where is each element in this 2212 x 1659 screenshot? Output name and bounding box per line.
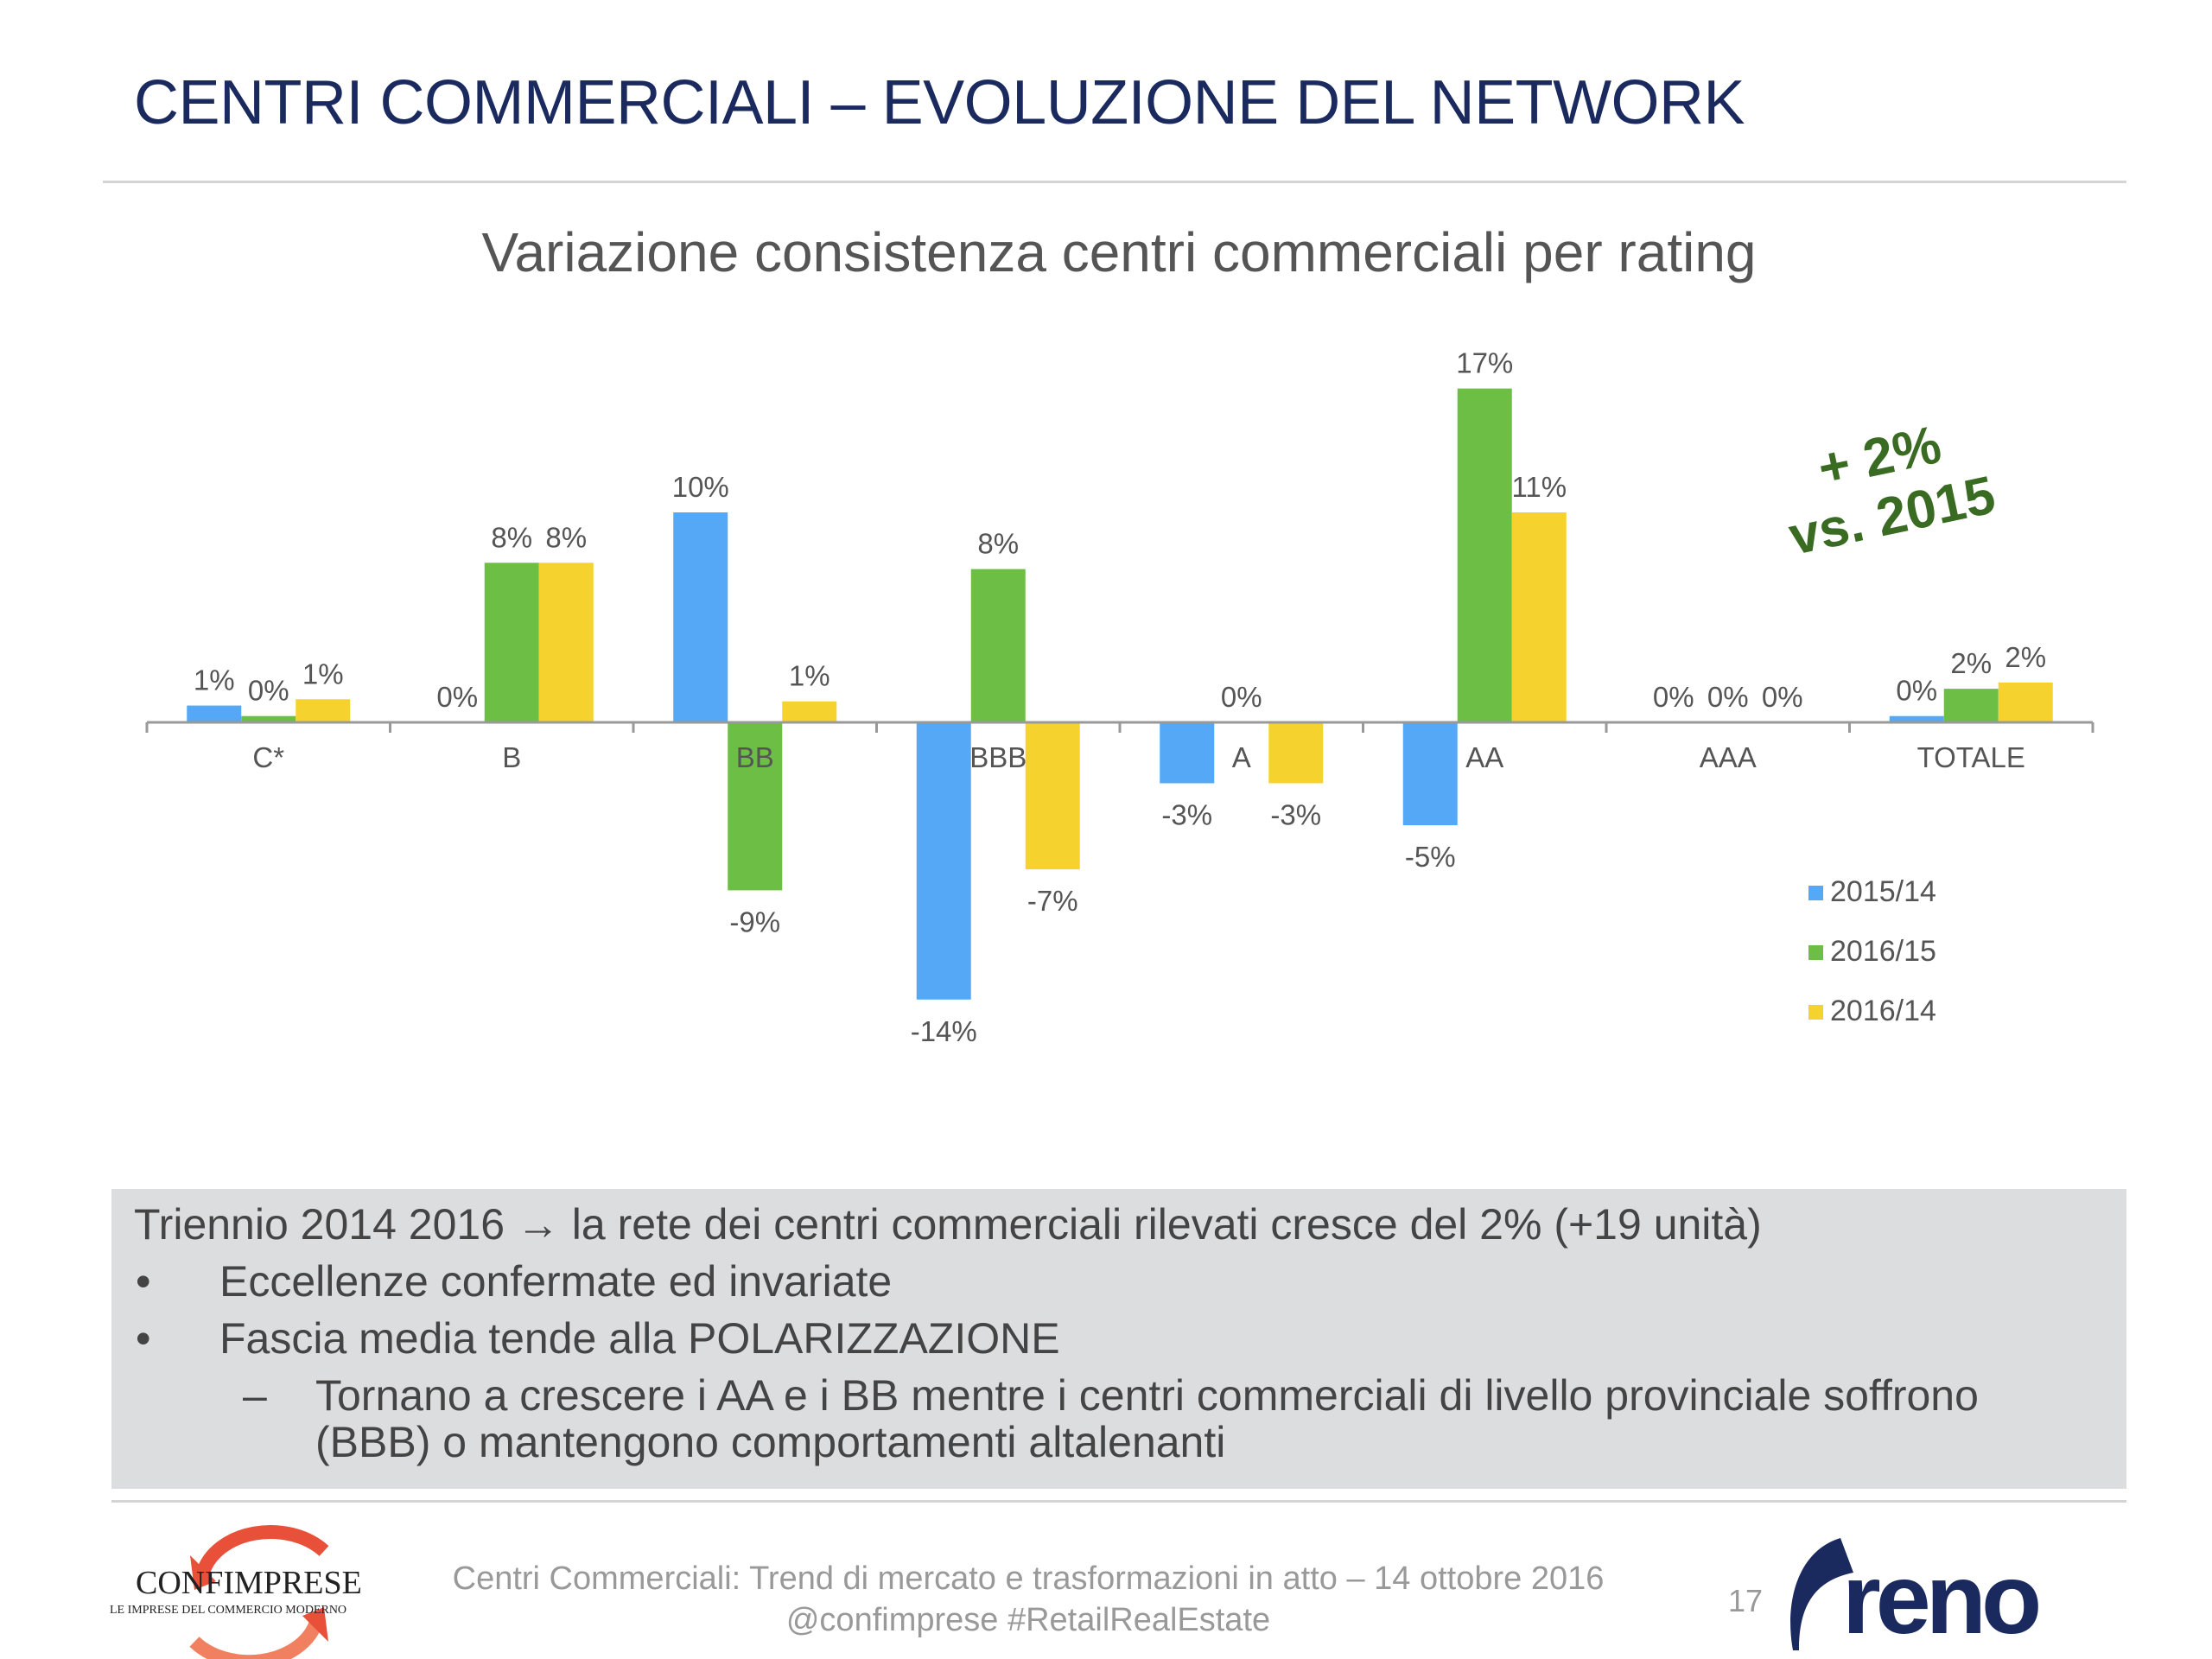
footer-hashtag: @confimprese #RetailRealEstate xyxy=(785,1602,1271,1638)
confimprese-logo: CONFIMPRESE LE IMPRESE DEL COMMERCIO MOD… xyxy=(108,1521,402,1659)
footer-divider xyxy=(111,1500,2126,1503)
data-label: 0% xyxy=(1762,681,1803,713)
data-label: 0% xyxy=(1653,681,1694,713)
data-label: 0% xyxy=(1707,681,1749,713)
confimprese-wordmark: CONFIMPRESE xyxy=(136,1565,362,1601)
data-label: 2% xyxy=(2005,641,2046,673)
data-label: 0% xyxy=(1221,681,1262,713)
bar-2016-14 xyxy=(1025,722,1080,870)
category-label: BB xyxy=(736,741,774,773)
title-divider xyxy=(103,181,2126,183)
page-number: 17 xyxy=(1728,1583,1764,1618)
bullet-icon: • xyxy=(136,1314,151,1363)
data-label: 2% xyxy=(1950,647,1992,679)
summary-lead: Triennio 2014 2016 → la rete dei centri … xyxy=(134,1200,1762,1249)
category-label: B xyxy=(502,741,521,773)
page-title: CENTRI COMMERCIALI – EVOLUZIONE DEL NETW… xyxy=(134,68,1745,137)
data-label: 1% xyxy=(789,660,830,692)
dash-icon: – xyxy=(243,1371,267,1420)
data-label: -3% xyxy=(1161,798,1212,830)
data-label: 0% xyxy=(248,675,289,707)
bar-2016-15 xyxy=(728,722,783,891)
category-label: AA xyxy=(1465,741,1503,773)
reno-logo: reno xyxy=(1780,1534,2126,1659)
data-label: 1% xyxy=(302,658,344,690)
confimprese-tagline: LE IMPRESE DEL COMMERCIO MODERNO xyxy=(110,1604,347,1617)
data-label: -7% xyxy=(1027,885,1078,917)
category-label: BBB xyxy=(969,741,1027,773)
data-label: 1% xyxy=(194,664,235,696)
bar-2016-14 xyxy=(296,699,351,722)
bar-2016-15 xyxy=(484,563,539,722)
sub-bullet-item: Tornano a crescere i AA e i BB mentre i … xyxy=(315,1371,1979,1420)
bar-2016-15 xyxy=(241,715,296,722)
data-label: 0% xyxy=(436,681,478,713)
bar-2016-15 xyxy=(1943,689,1999,722)
legend-swatch xyxy=(1808,886,1823,900)
category-label: C* xyxy=(252,741,284,773)
bar-2016-14 xyxy=(1511,512,1567,722)
category-label: TOTALE xyxy=(1917,741,2025,773)
data-label: 10% xyxy=(672,471,729,503)
data-label: -14% xyxy=(911,1015,977,1047)
data-label: -9% xyxy=(729,906,780,938)
bar-2015-14 xyxy=(1402,722,1458,826)
chart-title: Variazione consistenza centri commercial… xyxy=(481,221,1757,283)
sub-bullet-item: (BBB) o mantengono comportamenti altalen… xyxy=(315,1418,1226,1466)
data-label: -5% xyxy=(1405,841,1456,873)
legend-label: 2016/14 xyxy=(1830,995,1936,1027)
data-label: 8% xyxy=(491,521,532,553)
bar-2016-15 xyxy=(970,569,1026,722)
reno-wordmark: reno xyxy=(1842,1544,2042,1655)
category-label: A xyxy=(1232,741,1251,773)
bar-2016-14 xyxy=(1268,722,1324,784)
bar-2015-14 xyxy=(187,705,242,722)
bar-2016-14 xyxy=(538,563,594,722)
legend-label: 2016/15 xyxy=(1830,935,1936,968)
reno-swoosh-icon xyxy=(1790,1538,1853,1650)
bar-2015-14 xyxy=(1889,715,1944,722)
legend-swatch xyxy=(1808,945,1823,960)
bullet-item: Fascia media tende alla POLARIZZAZIONE xyxy=(219,1314,1060,1363)
legend-label: 2015/14 xyxy=(1830,875,1936,908)
category-label: AAA xyxy=(1700,741,1757,773)
data-label: 0% xyxy=(1896,675,1937,707)
data-label: 11% xyxy=(1511,471,1567,503)
legend-swatch xyxy=(1808,1005,1823,1020)
bullet-item: Eccellenze confermate ed invariate xyxy=(219,1257,893,1306)
bullet-icon: • xyxy=(136,1257,151,1306)
footer-text: Centri Commerciali: Trend di mercato e t… xyxy=(452,1560,1605,1597)
data-label: -3% xyxy=(1270,798,1321,830)
data-label: 17% xyxy=(1456,347,1513,379)
bar-2016-14 xyxy=(782,701,837,722)
summary-box: Triennio 2014 2016 → la rete dei centri … xyxy=(111,1189,2126,1489)
data-label: 8% xyxy=(545,521,587,553)
data-label: 8% xyxy=(977,528,1019,560)
bar-2015-14 xyxy=(1160,722,1215,784)
bar-2016-15 xyxy=(1457,388,1512,722)
bar-2015-14 xyxy=(673,512,728,722)
bar-2016-14 xyxy=(1998,682,2053,722)
bar-2015-14 xyxy=(916,722,971,1000)
